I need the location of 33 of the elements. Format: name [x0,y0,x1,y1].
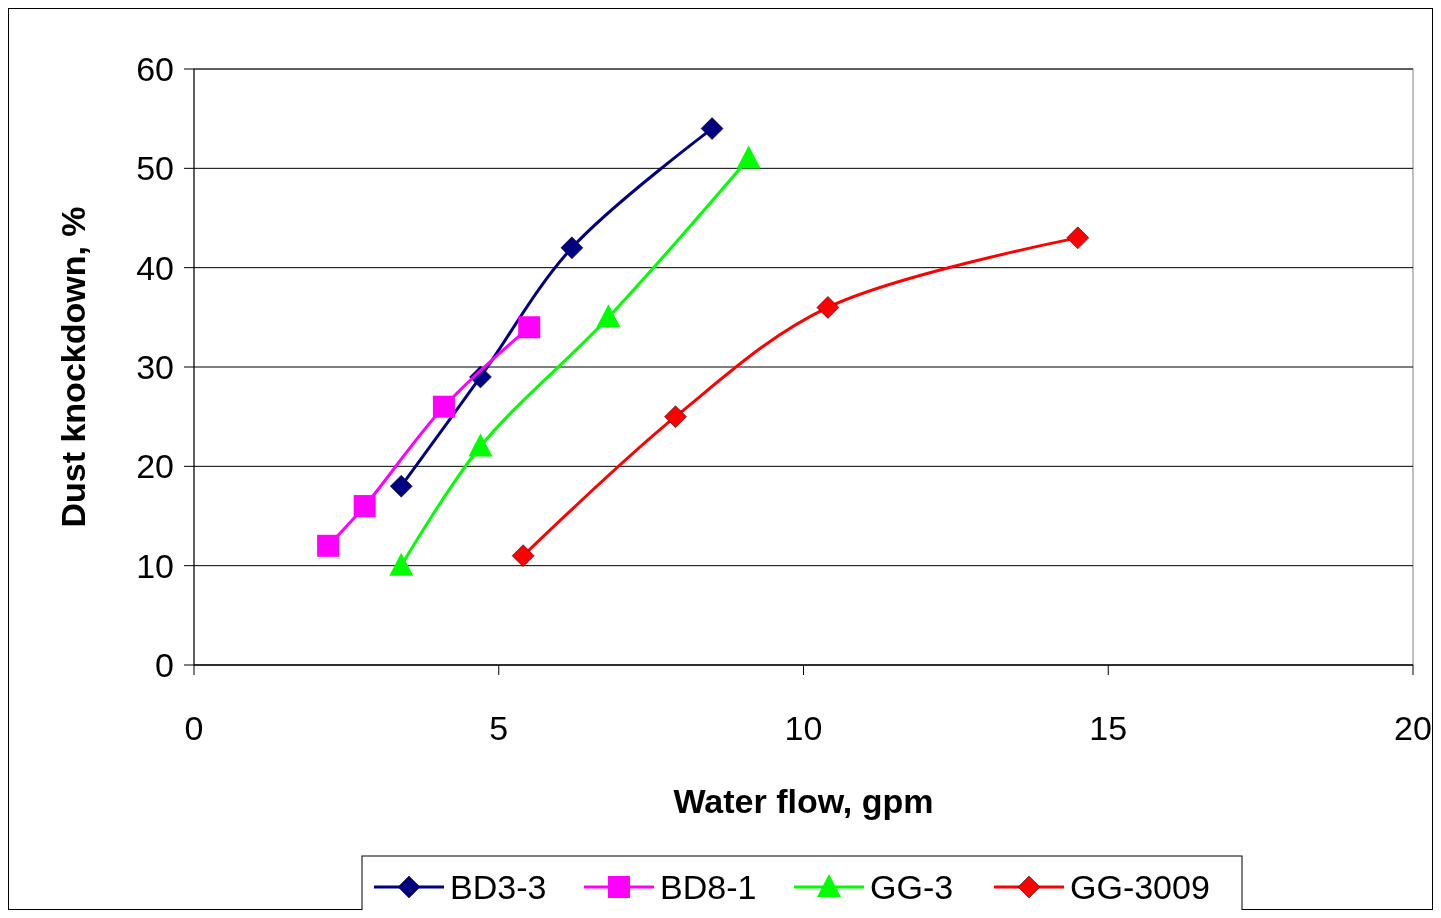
point [317,534,340,557]
x-tick-label: 20 [1394,709,1432,747]
point [816,296,840,319]
y-tick-label: 60 [136,49,174,88]
point [432,395,455,418]
x-axis-title: Water flow, gpm [673,782,934,820]
x-tick-label: 15 [1089,709,1128,747]
point [353,495,376,518]
x-tick-label: 0 [184,709,204,747]
point [389,552,414,576]
legend-label: GG-3 [870,867,954,906]
point [518,316,541,339]
legend-label: BD8-1 [660,867,757,906]
y-tick-label: 40 [136,248,174,287]
point [389,474,413,498]
y-tick-label: 0 [155,645,174,684]
point [1066,226,1090,250]
y-tick-label: 50 [136,149,174,188]
point [736,145,761,169]
x-tick-label: 5 [489,709,509,747]
point [511,544,535,567]
point [664,405,687,428]
point [560,236,584,260]
point [700,117,724,140]
y-tick-label: 10 [136,546,174,585]
legend-label: BD3-3 [450,867,547,906]
point [468,433,493,457]
x-tick-label: 10 [784,709,823,747]
point [596,304,621,328]
y-tick-label: 20 [136,447,174,486]
y-axis-title: Dust knockdown, % [54,206,92,528]
y-tick-label: 30 [136,347,174,386]
legend-label: GG-3009 [1070,867,1210,906]
